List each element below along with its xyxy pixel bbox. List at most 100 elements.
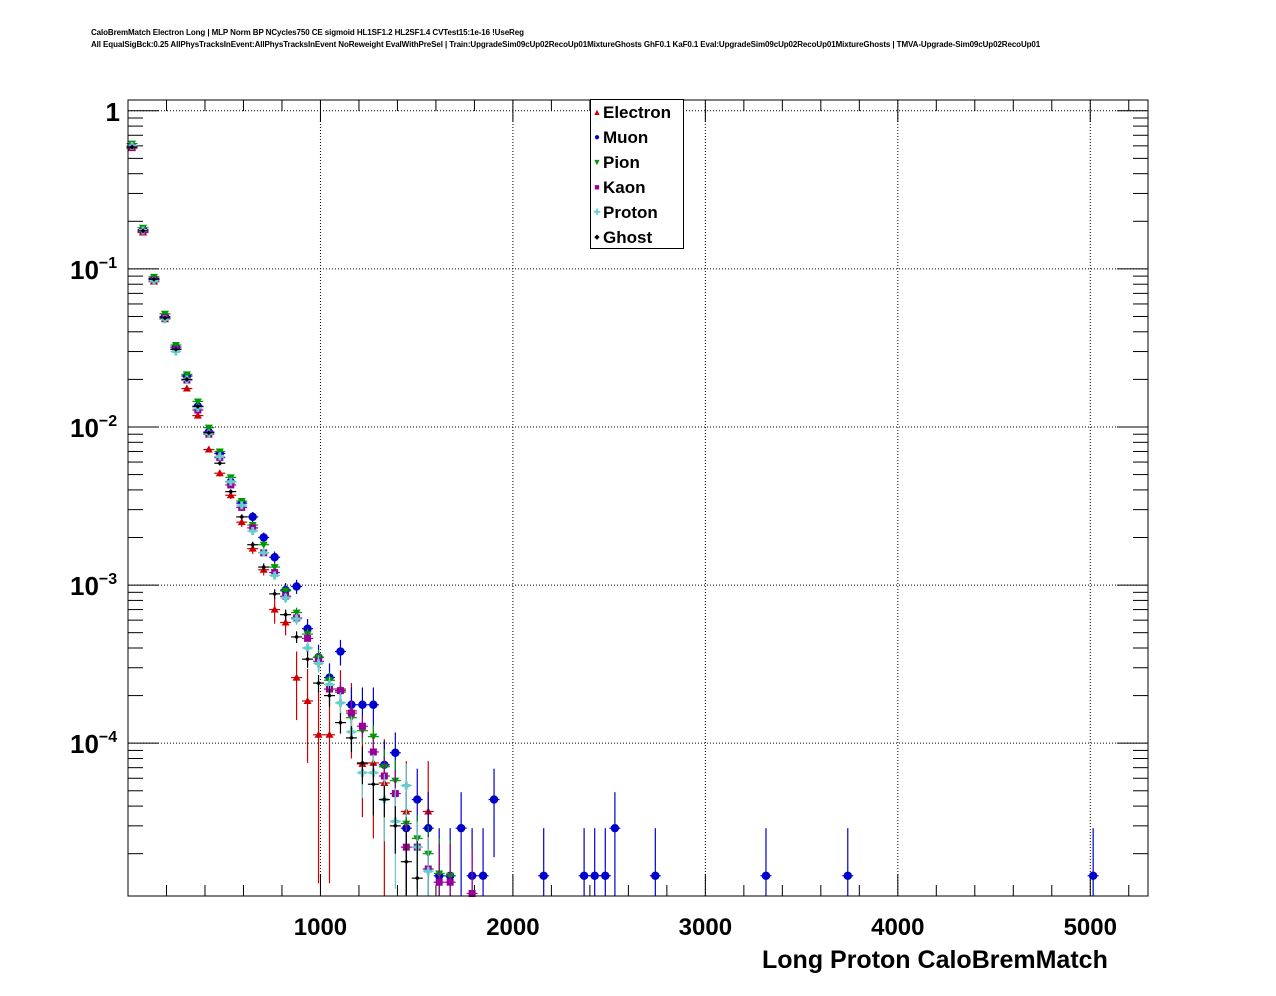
marker-triangle-up: [270, 605, 279, 613]
marker-diamond: [206, 430, 212, 436]
data-point: [578, 828, 590, 896]
axis-ticks: [128, 100, 1148, 896]
marker-square: [336, 687, 344, 695]
x-tick-label: 4000: [871, 914, 924, 941]
marker-circle: [413, 795, 422, 804]
marker-cross: [259, 548, 268, 557]
marker-cross: [292, 615, 301, 624]
marker-triangle-down: [160, 310, 169, 318]
data-point: [170, 342, 182, 350]
marker-circle: [270, 553, 279, 562]
marker-diamond: [239, 514, 245, 520]
legend-item-pion: ▼ Pion: [591, 150, 683, 175]
marker-cross: [314, 659, 323, 668]
data-point: [334, 692, 346, 716]
data-point: [159, 310, 171, 318]
marker-circle: [336, 647, 345, 656]
legend: ▲ Electron ● Muon ▼ Pion ■ Kaon ✚ Proton ◆ Ghost: [590, 99, 684, 249]
marker-cross: [303, 643, 312, 652]
data-point: [389, 806, 401, 854]
series-electron: [126, 144, 434, 896]
legend-marker-triangle-up-icon: ▲: [592, 107, 602, 117]
legend-marker-square-icon: ■: [594, 182, 600, 192]
marker-cross: [248, 526, 257, 535]
marker-circle: [579, 871, 589, 880]
marker-triangle-down: [369, 733, 378, 741]
data-point: [247, 511, 259, 523]
x-tick-label: 3000: [679, 914, 732, 941]
legend-label: Ghost: [603, 227, 653, 247]
data-point: [291, 579, 303, 594]
marker-triangle-down: [270, 564, 279, 572]
marker-square: [304, 634, 312, 642]
marker-circle: [1088, 871, 1098, 880]
data-point: [203, 445, 215, 453]
marker-diamond: [283, 612, 289, 618]
marker-diamond: [326, 693, 332, 699]
marker-diamond: [381, 797, 387, 803]
marker-cross: [215, 452, 224, 461]
data-point: [488, 768, 500, 858]
data-point: [181, 371, 193, 379]
marker-circle: [391, 748, 400, 757]
y-tick-label: 10−4: [70, 729, 117, 759]
y-tick-label: 10−1: [70, 255, 117, 285]
legend-label: Electron: [603, 102, 672, 122]
data-point: [280, 593, 292, 604]
data-point: [258, 548, 270, 557]
chart-title-line-1: CaloBremMatch Electron Long | MLP Norm B…: [91, 28, 524, 37]
marker-cross: [270, 571, 279, 580]
data-point: [137, 228, 149, 234]
legend-label: Muon: [603, 127, 649, 147]
data-point: [433, 843, 445, 896]
data-point: [302, 651, 314, 668]
marker-circle: [843, 871, 852, 880]
data-point: [400, 763, 412, 818]
marker-diamond: [129, 144, 135, 150]
legend-item-ghost: ◆ Ghost: [591, 225, 683, 250]
marker-diamond: [337, 720, 343, 726]
marker-circle: [761, 871, 771, 880]
data-point: [291, 613, 303, 625]
y-tick-label: 10−2: [70, 413, 117, 443]
data-point: [356, 687, 368, 728]
marker-triangle-up: [182, 384, 191, 392]
data-point: [225, 477, 237, 486]
data-point: [269, 551, 281, 564]
legend-marker-triangle-down-icon: ▼: [592, 157, 602, 167]
legend-label: Kaon: [603, 177, 646, 197]
marker-circle: [539, 871, 548, 880]
data-point: [203, 424, 215, 432]
marker-circle: [248, 512, 257, 522]
chart-title-line-2: All EqualSigBck:0.25 AllPhysTracksInEven…: [91, 40, 1041, 49]
marker-triangle-down: [182, 371, 191, 379]
data-point: [649, 828, 661, 896]
marker-diamond: [184, 376, 190, 382]
series-kaon: [126, 143, 478, 898]
data-point: [400, 831, 412, 896]
marker-diamond: [140, 228, 146, 234]
marker-circle: [590, 871, 599, 880]
data-point: [356, 746, 368, 785]
legend-label: Proton: [603, 202, 658, 222]
data-point: [378, 785, 390, 818]
data-point: [334, 639, 346, 666]
marker-triangle-down: [215, 448, 224, 456]
data-point: [214, 460, 226, 466]
data-point: [181, 384, 193, 392]
marker-diamond: [370, 781, 376, 787]
marker-triangle-down: [193, 398, 202, 406]
marker-triangle-up: [204, 445, 213, 453]
series-muon: [126, 141, 1099, 896]
data-point: [159, 315, 171, 321]
data-point: [291, 651, 303, 721]
data-point: [411, 841, 423, 896]
data-point: [269, 571, 281, 580]
marker-square: [358, 722, 366, 730]
marker-triangle-up: [226, 491, 235, 499]
data-point: [609, 792, 621, 896]
marker-diamond: [305, 656, 311, 662]
marker-cross: [325, 680, 334, 689]
data-point: [477, 828, 489, 896]
